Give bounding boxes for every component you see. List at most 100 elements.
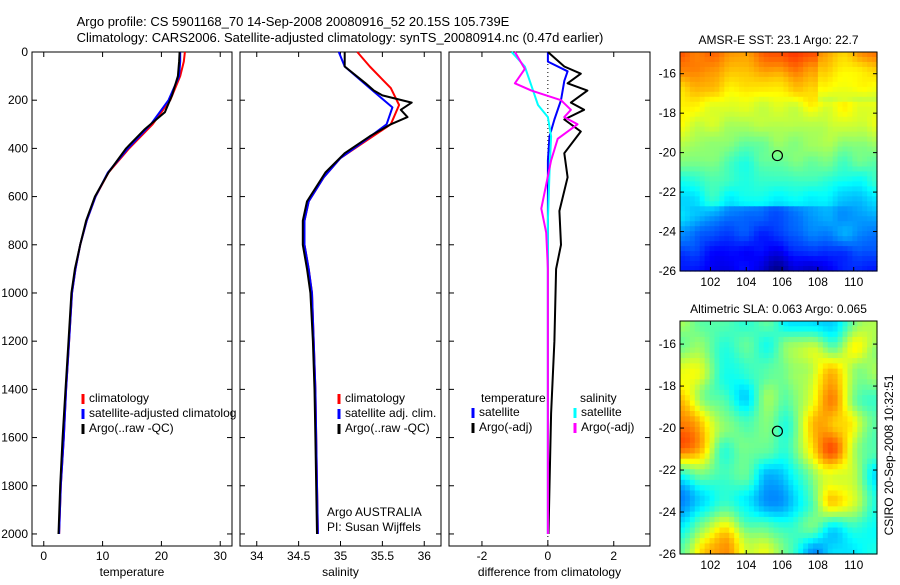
heatmap-cell (852, 216, 858, 222)
heatmap-cell (798, 171, 804, 178)
heatmap-cell (773, 246, 780, 252)
heatmap-cell (714, 416, 720, 423)
heatmap-cell (812, 448, 819, 454)
heatmap-cell (689, 532, 696, 539)
heatmap-cell (699, 241, 706, 247)
heatmap-cell (714, 56, 720, 63)
heatmap-cell (827, 256, 834, 262)
heatmap-cell (704, 131, 711, 138)
heatmap-cell (744, 56, 750, 63)
heatmap-cell (704, 146, 711, 153)
heatmap-cell (680, 527, 686, 534)
heatmap-cell (847, 176, 853, 183)
x-axis-label: temperature (100, 565, 165, 579)
heatmap-cell (852, 321, 858, 327)
heatmap-cell (689, 384, 696, 391)
heatmap-cell (872, 101, 878, 108)
heatmap-cell (788, 384, 794, 391)
heatmap-cell (793, 131, 799, 138)
heatmap-cell (783, 442, 789, 449)
heatmap-cell (817, 411, 824, 417)
heatmap-cell (694, 511, 701, 518)
heatmap-cell (827, 236, 834, 242)
heatmap-cell (768, 368, 775, 375)
heatmap-cell (758, 81, 765, 88)
heatmap-cell (832, 363, 839, 370)
heatmap-cell (748, 432, 755, 439)
heatmap-cell (714, 405, 720, 412)
heatmap-cell (837, 146, 844, 153)
heatmap-cell (719, 342, 725, 349)
heatmap-cell (842, 151, 849, 158)
heatmap-cell (862, 336, 868, 343)
heatmap-cell (798, 411, 804, 417)
heatmap-cell (694, 395, 701, 402)
heatmap-cell (867, 116, 873, 123)
heatmap-cell (852, 432, 858, 439)
heatmap-cell (744, 342, 750, 349)
heatmap-cell (748, 331, 755, 338)
heatmap-cell (748, 176, 755, 183)
heatmap-cell (680, 96, 686, 103)
heatmap-cell (857, 251, 863, 257)
heatmap-cell (822, 266, 829, 272)
heatmap-cell (862, 548, 868, 555)
heatmap-cell (684, 463, 691, 470)
heatmap-cell (832, 186, 839, 192)
heatmap-cell (827, 511, 834, 518)
series-line-argo-raw-qc- (57, 51, 181, 535)
heatmap-cell (773, 146, 780, 153)
heatmap-cell (808, 91, 814, 98)
heatmap-cell (724, 221, 730, 227)
heatmap-cell (793, 479, 799, 486)
heatmap-cell (724, 146, 730, 153)
heatmap-cell (729, 76, 735, 83)
heatmap-cell (734, 116, 740, 123)
heatmap-cell (714, 126, 720, 133)
heatmap-cell (763, 206, 770, 212)
heatmap-cell (704, 416, 711, 423)
heatmap-cell (694, 495, 701, 502)
heatmap-cell (704, 101, 711, 108)
heatmap-cell (817, 216, 824, 222)
heatmap-cell (709, 186, 716, 192)
heatmap-cell (704, 171, 711, 178)
heatmap-cell (744, 121, 750, 128)
heatmap-cell (694, 111, 701, 118)
heatmap-cell (872, 81, 878, 88)
heatmap-cell (857, 256, 863, 262)
heatmap-cell (793, 511, 799, 518)
heatmap-cell (793, 166, 799, 173)
heatmap-cell (872, 131, 878, 138)
heatmap-cell (684, 256, 691, 262)
heatmap-cell (778, 96, 785, 103)
heatmap-cell (788, 66, 794, 73)
heatmap-cell (744, 448, 750, 454)
heatmap-cell (758, 395, 765, 402)
heatmap-cell (803, 111, 809, 118)
heatmap-cell (734, 131, 740, 138)
heatmap-cell (827, 261, 834, 267)
heatmap-cell (729, 453, 735, 460)
heatmap-cell (788, 141, 794, 148)
heatmap-cell (689, 96, 696, 103)
heatmap-cell (773, 91, 780, 98)
heatmap-cell (808, 538, 814, 545)
heatmap-cell (778, 266, 785, 272)
heatmap-cell (773, 495, 780, 502)
heatmap-cell (788, 256, 794, 262)
x-tick-label: 34 (250, 549, 264, 563)
heatmap-cell (684, 156, 691, 163)
heatmap-cell (842, 201, 849, 207)
heatmap-cell (729, 336, 735, 343)
heatmap-cell (739, 181, 745, 187)
heatmap-cell (689, 241, 696, 247)
heatmap-cell (862, 61, 868, 68)
heatmap-cell (842, 76, 849, 83)
heatmap-cell (862, 458, 868, 465)
heatmap-cell (734, 146, 740, 153)
heatmap-cell (832, 66, 839, 73)
heatmap-cell (872, 405, 878, 412)
heatmap-cell (827, 56, 834, 63)
heatmap-cell (827, 156, 834, 163)
